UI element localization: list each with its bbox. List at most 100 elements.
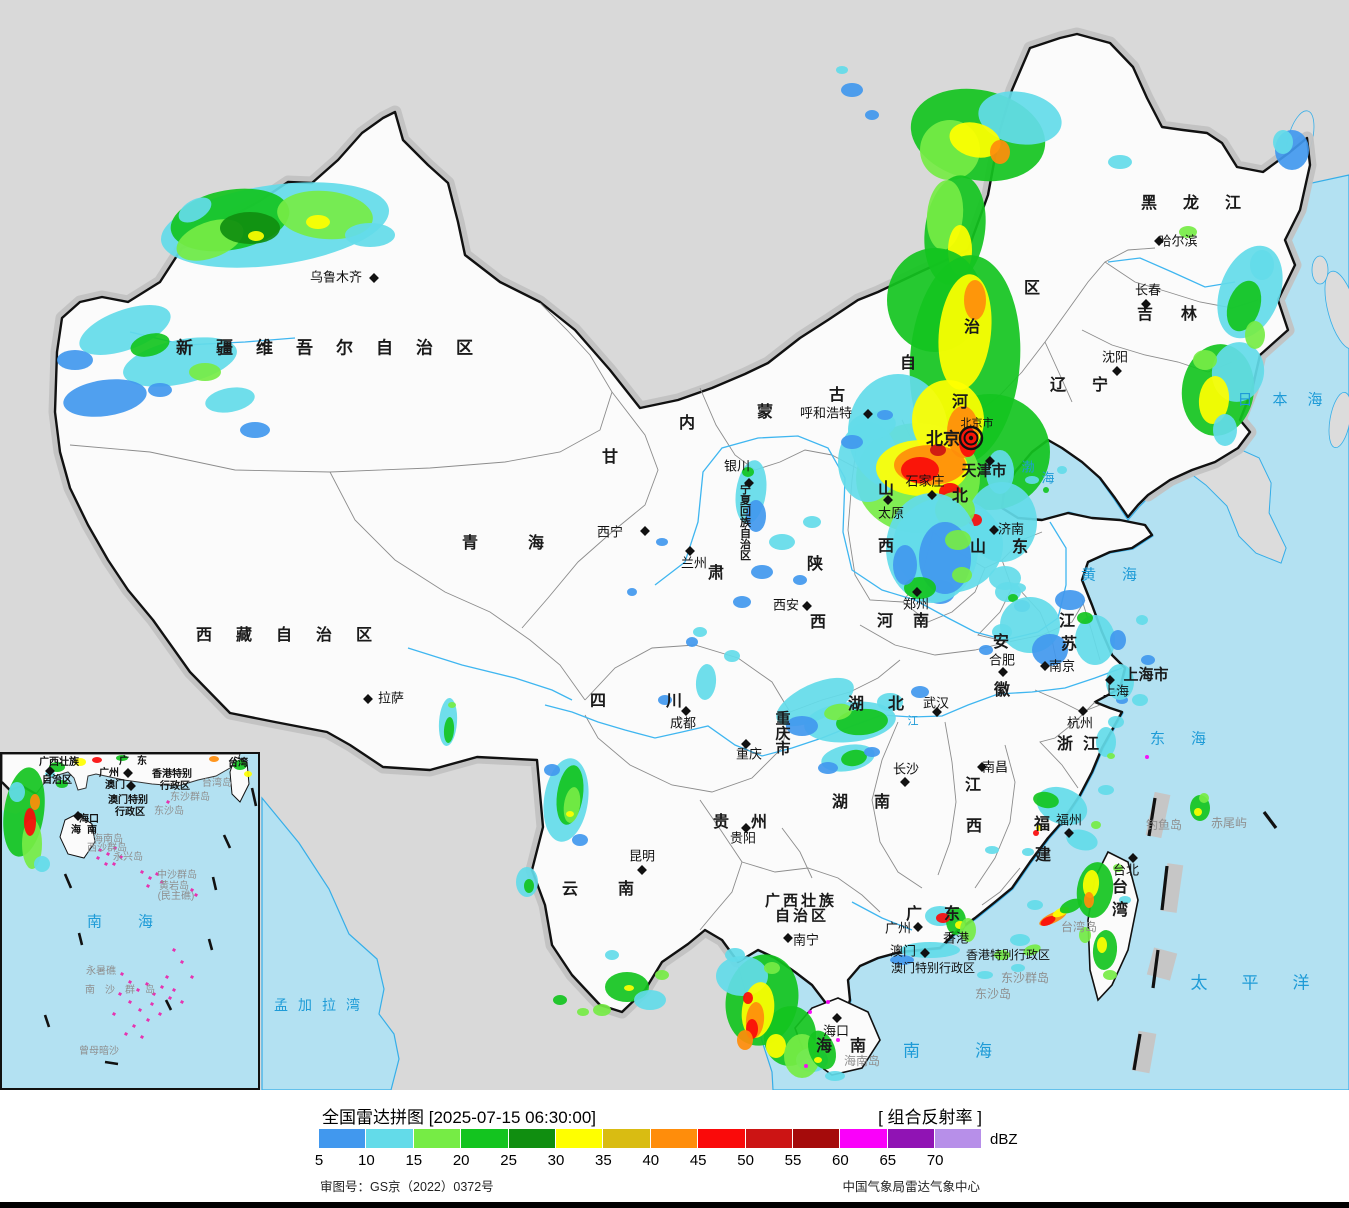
radar-echo <box>786 716 818 736</box>
radar-echo <box>1103 970 1117 980</box>
radar-echo <box>1113 864 1123 872</box>
radar-echo <box>1179 226 1197 238</box>
radar-echo <box>936 913 950 923</box>
islet-marker <box>112 845 118 851</box>
radar-echo <box>900 942 960 958</box>
radar-echo <box>56 780 68 788</box>
scale-tick-40: 40 <box>642 1152 660 1169</box>
radar-echo <box>178 197 212 223</box>
radar-echo <box>1108 716 1124 728</box>
radar-echo <box>890 955 914 965</box>
radar-echo <box>49 762 65 772</box>
radar-echo <box>1141 655 1155 665</box>
radar-echo <box>655 970 669 980</box>
data-source: 中国气象局雷达气象中心 <box>842 1180 980 1194</box>
radar-echo <box>634 990 666 1010</box>
radar-echo <box>836 66 848 74</box>
islet-marker <box>149 1001 155 1007</box>
islet-marker <box>118 854 124 860</box>
radar-echo <box>1066 829 1098 851</box>
radar-echo <box>964 280 986 320</box>
radar-echo <box>605 950 619 960</box>
nine-dash-segment <box>222 834 232 849</box>
radar-echo <box>743 992 753 1004</box>
radar-echo <box>841 749 867 767</box>
scale-tick-35: 35 <box>595 1152 612 1169</box>
scale-tick-60: 60 <box>832 1152 849 1169</box>
radar-echo <box>1077 612 1093 624</box>
radar-echo <box>130 333 170 357</box>
boundary-dashes <box>1132 797 1278 1071</box>
islet-marker <box>103 861 109 867</box>
islet-marker <box>144 981 150 987</box>
scale-segment-45 <box>698 1129 746 1148</box>
nine-dash-segment <box>77 932 84 946</box>
colorbar-unit: dBZ <box>990 1131 1018 1148</box>
islet-marker <box>105 851 111 857</box>
islet-marker <box>154 871 160 877</box>
radar-echo <box>803 516 821 528</box>
radar-echo <box>1106 664 1134 700</box>
radar-echo <box>1194 808 1202 816</box>
radar-echo <box>864 747 880 757</box>
radar-echo <box>766 1034 786 1058</box>
inset-sea <box>2 754 258 1088</box>
islet-marker <box>151 991 157 997</box>
islet-marker <box>159 984 165 990</box>
islet-marker <box>111 861 117 867</box>
boundary-dash <box>1147 797 1157 837</box>
radar-echo <box>1010 934 1030 946</box>
radar-echo <box>804 1064 808 1068</box>
nine-dash-segment <box>207 938 214 951</box>
radar-echo <box>524 879 534 893</box>
radar-echo <box>24 808 36 836</box>
nine-dash-segment <box>250 787 258 807</box>
radar-echo <box>1250 250 1274 280</box>
radar-echo <box>901 457 939 483</box>
radar-echo <box>577 1008 589 1016</box>
radar-echo <box>818 762 838 774</box>
islet-marker <box>95 855 101 861</box>
scale-tick-25: 25 <box>500 1152 517 1169</box>
map-area: 黑龙江 吉林 辽宁 新疆维吾尔自治区 西藏自治区 青海 四川 云南 湖北 湖南 河南 山东 广东 海南 贵州… <box>0 0 1349 1090</box>
radar-echo <box>74 758 86 766</box>
radar-echo <box>977 971 993 979</box>
radar-echo <box>1136 615 1148 625</box>
bottom-border <box>0 1202 1349 1208</box>
radar-echo <box>725 948 745 962</box>
legend-product-name: [ 组合反射率 ] <box>878 1108 982 1127</box>
islet-marker <box>127 979 133 985</box>
radar-echo <box>994 950 1010 960</box>
radar-echo <box>967 482 1037 562</box>
radar-echo <box>57 350 93 370</box>
radar-echo <box>1008 594 1018 602</box>
radar-echo <box>1132 694 1148 706</box>
radar-echo <box>945 530 971 550</box>
radar-echo <box>1032 634 1068 666</box>
inset-svg <box>2 754 258 1088</box>
boundary-dash <box>1151 949 1160 989</box>
radar-echo <box>572 834 588 846</box>
boundary-dash <box>1160 865 1169 911</box>
radar-echo <box>1082 870 1100 898</box>
scale-segment-35 <box>603 1129 651 1148</box>
radar-echo <box>808 1010 812 1014</box>
radar-echo <box>306 215 330 229</box>
islet-marker <box>179 999 185 1005</box>
scale-segment-25 <box>508 1129 556 1148</box>
radar-echo <box>769 534 795 550</box>
radar-echo <box>1199 793 1209 803</box>
radar-echo <box>30 794 40 810</box>
colorbar-ticks: 5 10 15 20 25 30 35 40 45 50 55 60 65 70 <box>0 1152 1349 1170</box>
radar-echo <box>877 410 893 420</box>
sea-bengal <box>261 796 400 1090</box>
radar-echo <box>1226 280 1262 332</box>
scale-segment-20 <box>461 1129 509 1148</box>
radar-echo <box>1273 130 1293 154</box>
islet-marker <box>97 847 103 853</box>
radar-echo <box>448 702 456 708</box>
radar-echo <box>443 717 455 743</box>
radar-echo <box>836 1038 840 1042</box>
radar-echo <box>737 1030 753 1050</box>
radar-echo <box>986 450 1014 494</box>
